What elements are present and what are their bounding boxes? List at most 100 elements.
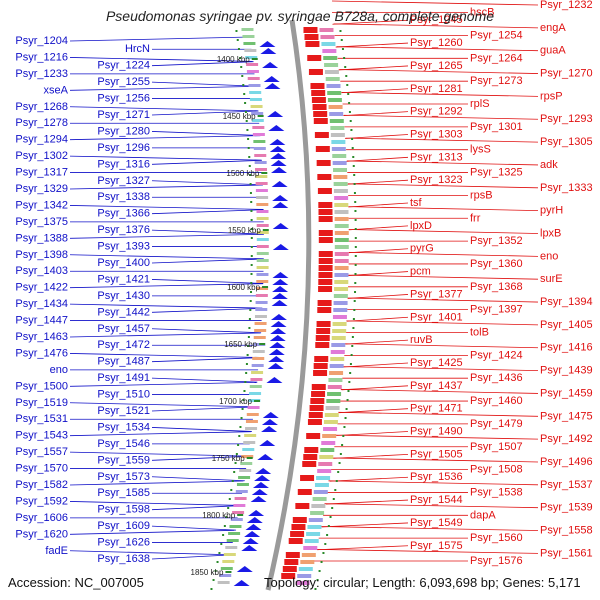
forward-gene-feature [307, 55, 322, 61]
cog-category-block [256, 259, 269, 262]
cog-category-block [334, 196, 349, 200]
tick-dot [318, 570, 321, 572]
left-leader-line [151, 61, 254, 67]
right-leader-line [332, 457, 539, 463]
forward-gene-feature [317, 307, 332, 313]
right-gene-label: Psyr_1558 [540, 525, 593, 537]
left-leader-line [151, 258, 264, 264]
forward-gene-feature [292, 517, 307, 523]
tick-dot [250, 264, 253, 266]
right-gene-label: Psyr_1368 [470, 281, 523, 293]
cog-category-block [333, 301, 348, 305]
cog-category-block [326, 84, 341, 88]
forward-gene-feature [315, 342, 330, 348]
right-leader-line [346, 320, 539, 326]
cog-category-block [249, 91, 262, 94]
left-gene-label: Psyr_1316 [97, 158, 150, 170]
right-leader-line [343, 111, 409, 117]
reverse-gene-feature [269, 146, 286, 152]
forward-gene-feature [307, 419, 322, 425]
cog-category-block [322, 434, 337, 438]
left-gene-label: Psyr_1531 [15, 413, 68, 425]
forward-gene-feature [304, 34, 319, 40]
right-gene-label: Psyr_1301 [470, 121, 523, 133]
left-gene-label: Psyr_1294 [15, 134, 68, 146]
tick-dot [354, 255, 357, 257]
cog-category-block [241, 28, 254, 31]
left-gene-label: Psyr_1472 [97, 339, 150, 351]
cog-category-block [303, 546, 318, 550]
tick-dot [250, 255, 253, 257]
reverse-gene-feature [271, 167, 288, 173]
right-gene-label: engA [540, 22, 566, 34]
reverse-gene-feature [261, 419, 278, 425]
tick-dot [327, 525, 330, 527]
tick-dot [316, 579, 319, 581]
left-gene-label: Psyr_1442 [97, 306, 150, 318]
left-leader-line [69, 501, 241, 506]
right-gene-label: Psyr_1313 [410, 151, 463, 163]
cog-category-block [333, 168, 348, 172]
reverse-gene-feature [270, 153, 287, 159]
tick-dot [240, 66, 243, 68]
tick-dot [354, 201, 357, 203]
reverse-gene-feature [272, 223, 289, 229]
tick-dot [346, 399, 349, 401]
left-leader-line [69, 451, 249, 457]
cog-category-block [295, 581, 310, 585]
left-gene-label: Psyr_1521 [97, 405, 150, 417]
genome-backbone-arc [265, 19, 312, 591]
cog-category-block [255, 308, 268, 311]
cog-category-block [246, 70, 259, 73]
cog-category-block [256, 238, 269, 241]
right-leader-line [315, 548, 539, 554]
cog-category-block [220, 567, 233, 570]
right-gene-label: Psyr_1437 [410, 380, 463, 392]
tick-dot [244, 102, 247, 104]
left-gene-label: Psyr_1398 [15, 249, 68, 261]
tick-dot [240, 417, 243, 419]
cog-category-block [334, 231, 349, 235]
scale-label: 1850 kbp [191, 568, 224, 577]
left-leader-line [69, 36, 251, 42]
tick-dot [241, 75, 244, 77]
reverse-gene-feature [264, 83, 281, 89]
right-gene-label: Psyr_1305 [540, 136, 593, 148]
right-gene-label: Psyr_1538 [470, 486, 523, 498]
left-leader-line [151, 476, 245, 482]
left-gene-label: Psyr_1626 [97, 537, 150, 549]
cog-category-block [306, 532, 321, 536]
right-gene-label: Psyr_1333 [540, 182, 593, 194]
tick-dot [338, 462, 341, 464]
tick-dot [352, 165, 355, 167]
right-gene-label: Psyr_1539 [540, 502, 593, 514]
cog-category-block [334, 287, 349, 291]
forward-gene-feature [309, 405, 324, 411]
cog-category-block [328, 378, 343, 382]
left-leader-line [69, 303, 263, 309]
cog-category-block [255, 189, 268, 192]
left-leader-line [69, 106, 258, 112]
right-gene-label: Psyr_1360 [470, 258, 523, 270]
tick-dot [343, 57, 346, 59]
left-leader-line [69, 184, 263, 190]
left-gene-label: Psyr_1317 [15, 167, 68, 179]
right-leader-line [331, 0, 539, 6]
left-gene-label: Psyr_1204 [15, 35, 68, 47]
cog-category-block [332, 322, 347, 326]
cog-category-block [254, 322, 267, 325]
tick-dot [351, 147, 354, 149]
tick-dot [250, 246, 253, 248]
right-gene-label: Psyr_1475 [540, 410, 593, 422]
tick-dot [223, 525, 226, 527]
cog-category-block [251, 364, 264, 367]
right-gene-label: Psyr_1245 [410, 14, 463, 26]
forward-gene-feature [281, 573, 296, 579]
tick-dot [354, 219, 357, 221]
cog-category-block [240, 462, 253, 465]
forward-gene-feature [305, 41, 320, 47]
cog-category-block [329, 371, 344, 375]
right-gene-label: ruvB [410, 334, 433, 346]
cog-category-block [232, 511, 245, 514]
cog-category-block [238, 476, 251, 479]
